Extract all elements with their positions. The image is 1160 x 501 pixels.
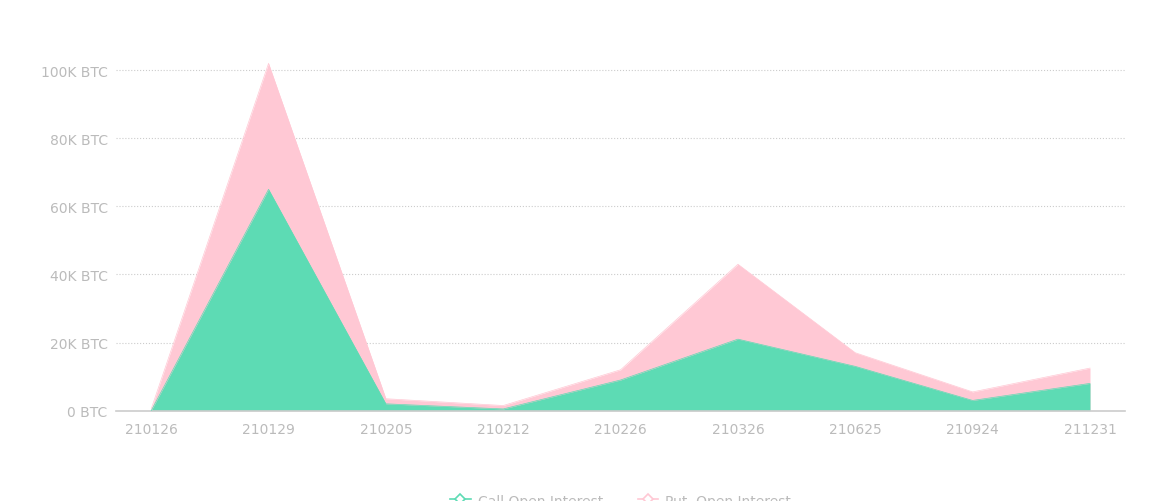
Legend: Call Open Interest, Put  Open Interest: Call Open Interest, Put Open Interest <box>444 488 797 501</box>
